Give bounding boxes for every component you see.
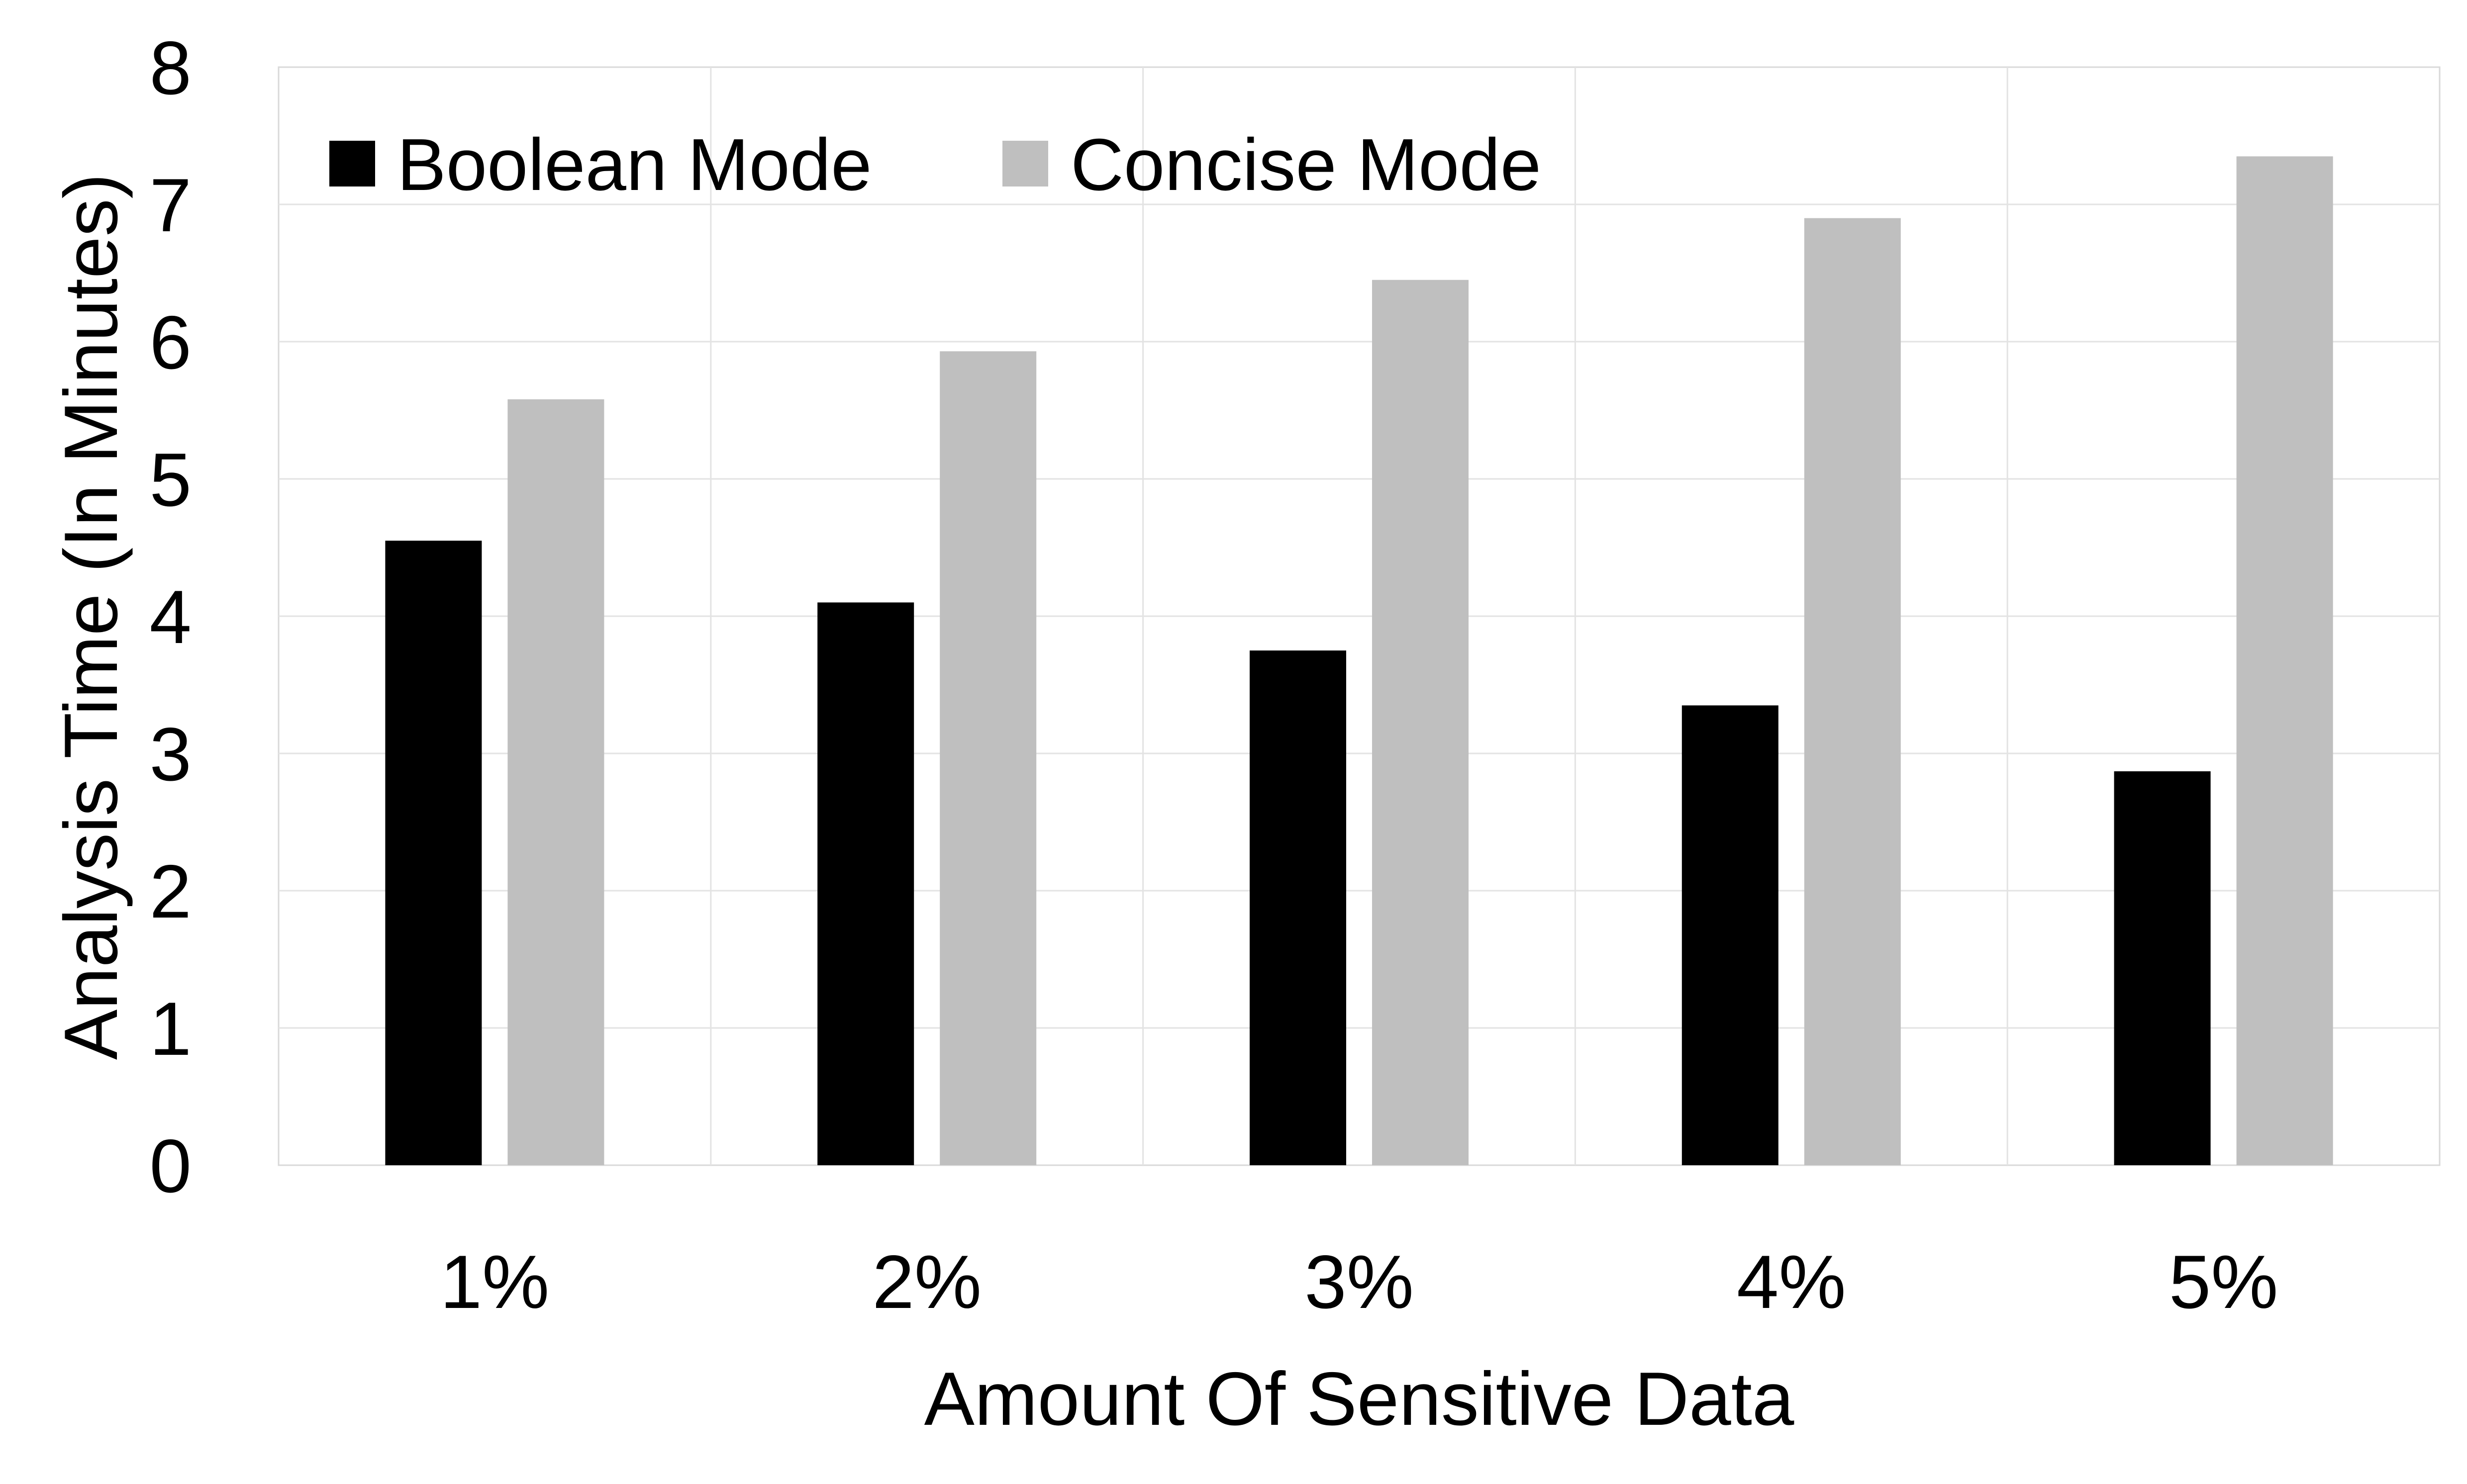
y-tick-label: 2	[149, 849, 192, 934]
y-tick-label: 7	[149, 163, 192, 248]
legend-swatch-concise	[1002, 141, 1048, 186]
y-tick-label: 0	[149, 1124, 192, 1208]
gridlines	[279, 67, 2440, 1165]
bar-boolean-mode	[385, 541, 482, 1165]
x-tick-label: 2%	[872, 1240, 982, 1324]
y-tick-label: 1	[149, 987, 192, 1071]
x-axis-title: Amount Of Sensitive Data	[924, 1357, 1794, 1441]
bar-concise-mode	[507, 399, 604, 1166]
bar-concise-mode	[940, 351, 1037, 1165]
bars	[385, 156, 2333, 1166]
legend: Boolean Mode Concise Mode	[329, 124, 1541, 206]
y-tick-label: 8	[149, 26, 192, 110]
bar-boolean-mode	[817, 602, 914, 1165]
bar-boolean-mode	[1681, 705, 1778, 1165]
y-tick-label: 4	[149, 575, 192, 659]
y-tick-label: 3	[149, 712, 192, 797]
bar-boolean-mode	[2114, 771, 2211, 1165]
bar-concise-mode	[1372, 279, 1469, 1165]
legend-label-concise: Concise Mode	[1071, 124, 1541, 206]
y-tick-label: 5	[149, 438, 192, 522]
legend-label-boolean: Boolean Mode	[397, 124, 872, 206]
x-tick-label: 3%	[1304, 1240, 1414, 1324]
bar-concise-mode	[1804, 218, 1901, 1166]
x-axis-ticks: 1% 2% 3% 4% 5%	[440, 1240, 2278, 1324]
x-tick-label: 4%	[1737, 1240, 1846, 1324]
y-tick-label: 6	[149, 300, 192, 385]
bar-boolean-mode	[1250, 650, 1346, 1165]
y-axis-ticks: 0 1 2 3 4 5 6 7 8	[149, 26, 192, 1208]
legend-swatch-boolean	[329, 141, 375, 186]
bar-concise-mode	[2236, 156, 2333, 1165]
y-axis-title: Analysis Time (In Minutes)	[49, 174, 133, 1060]
x-tick-label: 5%	[2169, 1240, 2278, 1324]
x-tick-label: 1%	[440, 1240, 550, 1324]
